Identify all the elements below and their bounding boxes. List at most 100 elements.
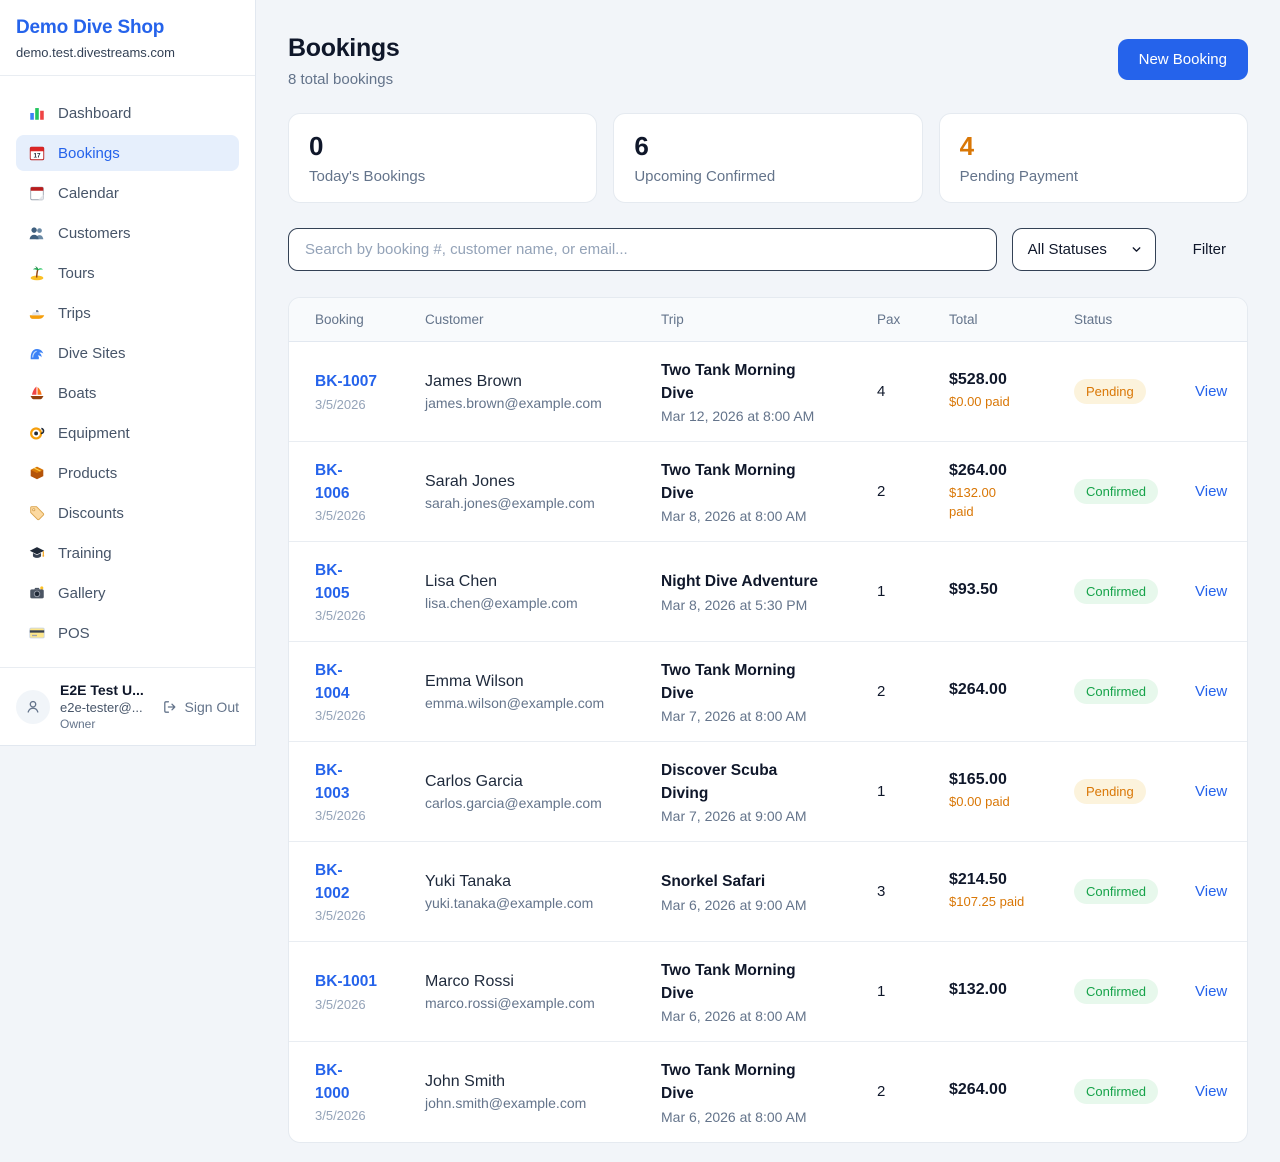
booking-date: 3/5/2026	[315, 607, 366, 623]
view-link[interactable]: View	[1195, 482, 1228, 500]
sidebar-item-boats[interactable]: Boats	[16, 375, 239, 411]
brand-header: Demo Dive Shop demo.test.divestreams.com	[0, 0, 255, 76]
sidebar-item-products[interactable]: Products	[16, 455, 239, 491]
sidebar-item-dashboard[interactable]: Dashboard	[16, 95, 239, 131]
pax-value: 2	[877, 1082, 886, 1100]
new-booking-button[interactable]: New Booking	[1117, 39, 1248, 80]
filter-button[interactable]: Filter	[1171, 233, 1248, 266]
tag-icon	[30, 506, 45, 521]
booking-date: 3/5/2026	[315, 396, 366, 412]
booking-link[interactable]: BK- 1003	[315, 762, 350, 802]
view-link[interactable]: View	[1195, 382, 1228, 400]
customer-email: carlos.garcia@example.com	[425, 794, 602, 811]
customer-email: james.brown@example.com	[425, 394, 602, 411]
booking-link[interactable]: BK- 1002	[315, 862, 350, 902]
booking-date: 3/5/2026	[315, 907, 366, 923]
customer-name: Marco Rossi	[425, 972, 514, 990]
stat-value: 6	[634, 131, 649, 161]
sidebar-item-label: Equipment	[58, 424, 130, 442]
total-value: $264.00	[949, 680, 1007, 698]
trip-datetime: Mar 6, 2026 at 8:00 AM	[661, 1108, 807, 1125]
stat-card-todays-bookings: 0 Today's Bookings	[288, 113, 598, 203]
search-input[interactable]	[288, 228, 997, 271]
table-header-row: Booking Customer Trip Pax Total Status	[289, 298, 1247, 342]
booking-link[interactable]: BK- 1006	[315, 462, 350, 502]
view-link[interactable]: View	[1195, 882, 1228, 900]
sidebar-item-trips[interactable]: Trips	[16, 295, 239, 331]
pax-value: 2	[877, 682, 886, 700]
stats-row: 0 Today's Bookings 6 Upcoming Confirmed …	[288, 113, 1248, 203]
trip-datetime: Mar 6, 2026 at 8:00 AM	[661, 1008, 807, 1025]
status-badge: Pending	[1074, 379, 1146, 404]
sidebar-item-label: Tours	[58, 264, 95, 282]
chevron-down-icon	[1132, 247, 1141, 252]
people-icon	[29, 227, 44, 240]
bookings-table-card: Booking Customer Trip Pax Total Status B…	[288, 297, 1248, 1143]
view-link[interactable]: View	[1195, 582, 1228, 600]
sidebar-item-gallery[interactable]: Gallery	[16, 575, 239, 611]
trip-datetime: Mar 7, 2026 at 8:00 AM	[661, 708, 807, 725]
trip-name: Night Dive Adventure	[661, 573, 819, 591]
pax-value: 4	[877, 382, 886, 400]
customer-email: lisa.chen@example.com	[425, 594, 578, 611]
sidebar-nav: Dashboard 17 Bookings Calendar Customers…	[0, 76, 255, 667]
svg-text:17: 17	[33, 153, 41, 160]
total-value: $132.00	[949, 980, 1007, 998]
sidebar-item-training[interactable]: Training	[16, 535, 239, 571]
booking-date: 3/5/2026	[315, 707, 366, 723]
stat-label: Today's Bookings	[309, 168, 426, 185]
trip-datetime: Mar 7, 2026 at 9:00 AM	[661, 808, 807, 825]
pax-value: 1	[877, 982, 886, 1000]
sidebar-item-dive-sites[interactable]: Dive Sites	[16, 335, 239, 371]
sidebar-item-label: Bookings	[58, 144, 120, 162]
table-row: BK- 1006 3/5/2026 Sarah Jones sarah.jones@…	[289, 441, 1247, 542]
status-badge: Confirmed	[1074, 979, 1158, 1004]
customer-name: Carlos Garcia	[425, 772, 523, 790]
sidebar-item-equipment[interactable]: Equipment	[16, 415, 239, 451]
status-select[interactable]: All Statuses	[1011, 228, 1156, 271]
column-header-total: Total	[949, 298, 1074, 342]
customer-email: emma.wilson@example.com	[425, 694, 605, 711]
status-badge: Confirmed	[1074, 679, 1158, 704]
sidebar-item-discounts[interactable]: Discounts	[16, 495, 239, 531]
column-header-pax: Pax	[877, 298, 949, 342]
stat-value: 4	[959, 131, 975, 161]
stat-value: 0	[309, 131, 324, 161]
paid-value: $107.25 paid	[949, 894, 1025, 910]
customer-email: john.smith@example.com	[425, 1094, 587, 1111]
booking-link[interactable]: BK- 1004	[315, 662, 350, 702]
sidebar-item-label: Products	[58, 464, 118, 482]
column-header-booking: Booking	[289, 298, 425, 342]
booking-link[interactable]: BK-1001	[315, 973, 378, 991]
sidebar-item-label: Training	[58, 544, 112, 562]
table-row: BK-1001 3/5/2026 Marco Rossi marco.rossi@e…	[289, 941, 1247, 1042]
brand-domain: demo.test.divestreams.com	[16, 45, 175, 60]
sidebar-item-calendar[interactable]: Calendar	[16, 175, 239, 211]
sidebar-item-label: Dashboard	[58, 104, 132, 122]
sidebar-item-bookings[interactable]: 17 Bookings	[16, 135, 239, 171]
sign-out-button[interactable]: Sign Out	[162, 699, 239, 715]
status-select-value: All Statuses	[1027, 241, 1107, 258]
customer-name: James Brown	[425, 372, 522, 390]
view-link[interactable]: View	[1195, 682, 1228, 700]
view-link[interactable]: View	[1195, 782, 1228, 800]
package-icon	[30, 466, 44, 480]
page-subtitle: 8 total bookings	[288, 71, 394, 88]
customer-name: Lisa Chen	[425, 572, 498, 590]
sidebar-item-label: Customers	[58, 224, 131, 242]
booking-link[interactable]: BK- 1000	[315, 1062, 350, 1102]
booking-link[interactable]: BK-1007	[315, 373, 378, 391]
stat-card-upcoming-confirmed: 6 Upcoming Confirmed	[613, 113, 923, 203]
page-title-block: Bookings 8 total bookings	[288, 34, 400, 88]
tear-off-calendar-icon	[30, 186, 44, 201]
sidebar-item-pos[interactable]: POS	[16, 615, 239, 651]
page-title: Bookings	[288, 34, 400, 62]
trip-name: Two Tank Morning Dive	[661, 961, 796, 1002]
total-value: $214.50	[949, 871, 1007, 889]
booking-link[interactable]: BK- 1005	[315, 562, 350, 602]
trip-datetime: Mar 8, 2026 at 8:00 AM	[661, 508, 807, 525]
sidebar-item-tours[interactable]: Tours	[16, 255, 239, 291]
sidebar-item-customers[interactable]: Customers	[16, 215, 239, 251]
view-link[interactable]: View	[1195, 982, 1228, 1000]
view-link[interactable]: View	[1195, 1082, 1228, 1100]
